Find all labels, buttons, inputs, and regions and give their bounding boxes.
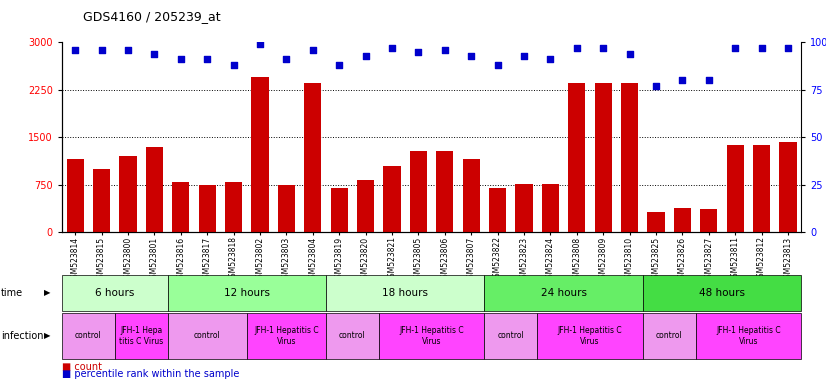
Point bbox=[623, 51, 636, 57]
Bar bbox=[278, 185, 295, 232]
Bar bbox=[67, 159, 83, 232]
Point bbox=[438, 47, 451, 53]
Text: time: time bbox=[1, 288, 23, 298]
Text: control: control bbox=[497, 331, 525, 341]
Text: 12 hours: 12 hours bbox=[224, 288, 270, 298]
Point bbox=[386, 45, 399, 51]
Text: ■ percentile rank within the sample: ■ percentile rank within the sample bbox=[62, 369, 240, 379]
Text: JFH-1 Hepatitis C
Virus: JFH-1 Hepatitis C Virus bbox=[399, 326, 464, 346]
Text: infection: infection bbox=[1, 331, 43, 341]
Text: 18 hours: 18 hours bbox=[382, 288, 428, 298]
Bar bbox=[383, 166, 401, 232]
Text: 6 hours: 6 hours bbox=[95, 288, 135, 298]
Bar bbox=[542, 184, 559, 232]
Text: ▶: ▶ bbox=[44, 331, 50, 341]
Text: control: control bbox=[75, 331, 102, 341]
Point bbox=[227, 62, 240, 68]
Point bbox=[148, 51, 161, 57]
Point bbox=[755, 45, 768, 51]
Text: JFH-1 Hepatitis C
Virus: JFH-1 Hepatitis C Virus bbox=[558, 326, 622, 346]
Bar bbox=[700, 209, 718, 232]
Bar bbox=[120, 156, 136, 232]
Text: JFH-1 Hepatitis C
Virus: JFH-1 Hepatitis C Virus bbox=[716, 326, 781, 346]
Bar bbox=[780, 142, 796, 232]
Text: control: control bbox=[339, 331, 366, 341]
Point bbox=[254, 41, 267, 47]
Text: 48 hours: 48 hours bbox=[699, 288, 745, 298]
Point bbox=[729, 45, 742, 51]
Text: control: control bbox=[194, 331, 221, 341]
Bar bbox=[357, 180, 374, 232]
Text: 24 hours: 24 hours bbox=[540, 288, 586, 298]
Bar bbox=[93, 169, 110, 232]
Point bbox=[69, 47, 82, 53]
Point bbox=[649, 83, 662, 89]
Point bbox=[464, 53, 477, 59]
Point bbox=[201, 56, 214, 63]
Text: control: control bbox=[656, 331, 682, 341]
Point bbox=[596, 45, 610, 51]
Point bbox=[280, 56, 293, 63]
Bar bbox=[463, 159, 480, 232]
Bar bbox=[304, 83, 321, 232]
Point bbox=[95, 47, 108, 53]
Text: ▶: ▶ bbox=[44, 288, 50, 297]
Text: JFH-1 Hepa
titis C Virus: JFH-1 Hepa titis C Virus bbox=[119, 326, 164, 346]
Bar bbox=[489, 188, 506, 232]
Bar bbox=[436, 151, 453, 232]
Bar bbox=[727, 145, 743, 232]
Bar bbox=[753, 145, 770, 232]
Bar bbox=[648, 212, 665, 232]
Bar bbox=[568, 83, 586, 232]
Point bbox=[491, 62, 504, 68]
Bar bbox=[251, 77, 268, 232]
Bar bbox=[225, 182, 242, 232]
Bar bbox=[674, 208, 691, 232]
Bar bbox=[595, 83, 612, 232]
Point bbox=[544, 56, 557, 63]
Point bbox=[359, 53, 373, 59]
Bar bbox=[145, 147, 163, 232]
Bar bbox=[515, 184, 533, 232]
Bar bbox=[330, 188, 348, 232]
Point bbox=[333, 62, 346, 68]
Point bbox=[570, 45, 583, 51]
Point bbox=[676, 77, 689, 83]
Point bbox=[121, 47, 135, 53]
Bar bbox=[172, 182, 189, 232]
Point bbox=[412, 49, 425, 55]
Text: ■ count: ■ count bbox=[62, 362, 102, 372]
Bar bbox=[410, 151, 427, 232]
Text: GDS4160 / 205239_at: GDS4160 / 205239_at bbox=[83, 10, 221, 23]
Point bbox=[781, 45, 795, 51]
Point bbox=[517, 53, 530, 59]
Bar bbox=[198, 185, 216, 232]
Point bbox=[174, 56, 188, 63]
Point bbox=[702, 77, 715, 83]
Text: JFH-1 Hepatitis C
Virus: JFH-1 Hepatitis C Virus bbox=[254, 326, 319, 346]
Point bbox=[306, 47, 320, 53]
Bar bbox=[621, 83, 638, 232]
